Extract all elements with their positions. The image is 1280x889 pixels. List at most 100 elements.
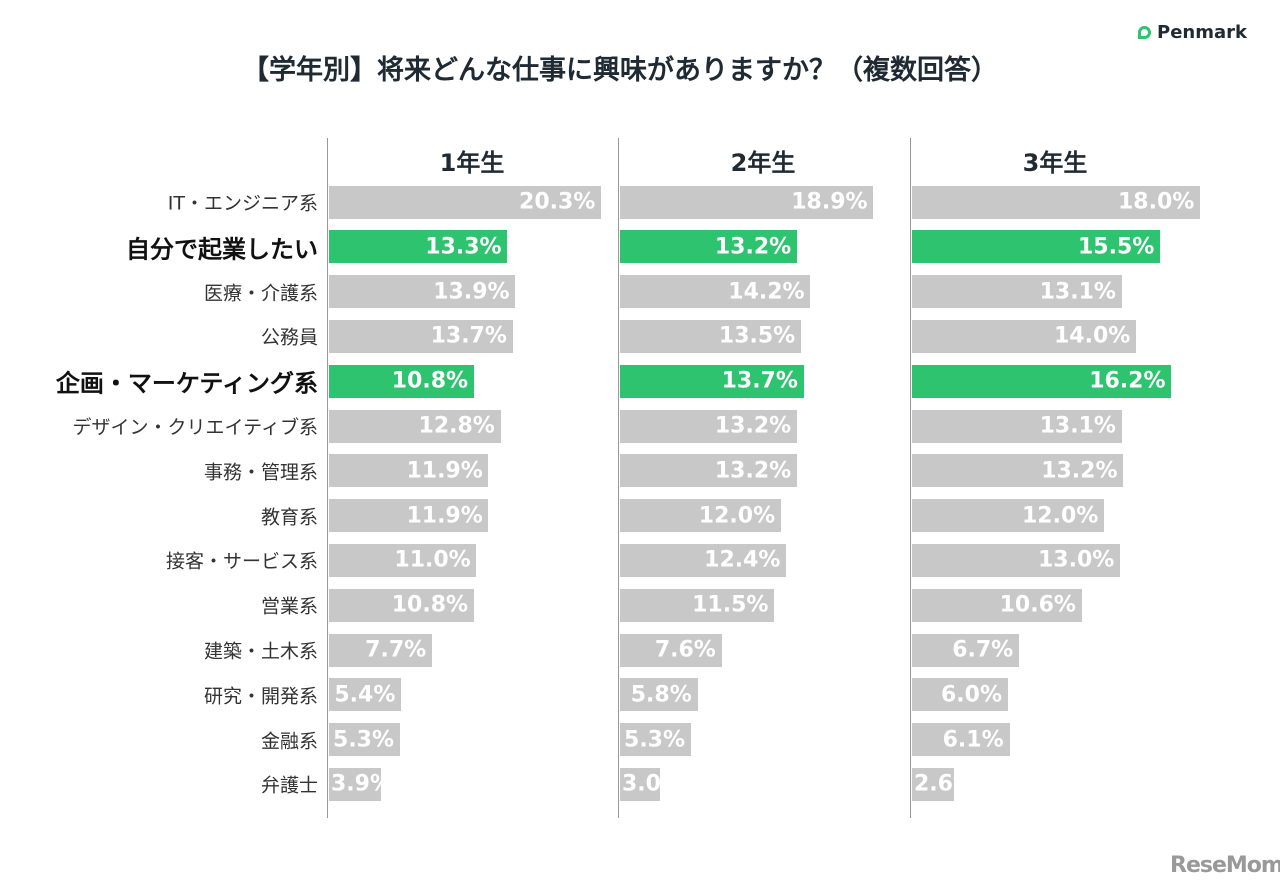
data-label: 12.0% (698, 503, 776, 529)
bar (620, 185, 874, 219)
data-label: 2.6% (914, 771, 976, 797)
data-label: 11.9% (406, 503, 483, 529)
category-label: 公務員 (260, 326, 318, 349)
data-label: 13.1% (1039, 413, 1116, 439)
data-label: 12.0% (1022, 503, 1099, 529)
category-label: 弁護士 (260, 774, 318, 797)
bar (620, 230, 797, 264)
penmark-logo-icon (1138, 26, 1151, 39)
bar (620, 588, 775, 622)
data-label: 15.5% (1078, 234, 1155, 260)
data-label: 18.9% (791, 189, 868, 215)
data-label: 13.7% (721, 368, 798, 394)
bar (912, 319, 1136, 353)
penmark-logo: Penmark (1138, 22, 1247, 43)
bar (620, 499, 781, 533)
bar (329, 723, 401, 757)
data-label: 11.5% (692, 592, 769, 618)
bar (912, 364, 1172, 398)
data-label: 13.1% (1039, 279, 1116, 305)
bar (329, 678, 402, 712)
data-label: 13.2% (714, 234, 792, 260)
data-label: 5.3% (624, 727, 686, 753)
data-label: 10.8% (391, 592, 469, 618)
data-label: 11.0% (394, 547, 471, 573)
category-label: 自分で起業したい (126, 235, 318, 264)
data-label: 13.2% (714, 458, 792, 484)
data-label: 3.0% (622, 771, 684, 797)
category-label: 営業系 (260, 595, 318, 618)
bar (912, 723, 1010, 757)
bar (912, 499, 1104, 533)
data-label: 16.2% (1089, 368, 1166, 394)
data-label: 7.6% (654, 637, 716, 663)
bar (620, 409, 797, 443)
data-label: 13.2% (1041, 458, 1118, 484)
bar (329, 633, 433, 667)
data-label: 6.0% (941, 682, 1003, 708)
bar (912, 678, 1008, 712)
data-label: 11.9% (406, 458, 483, 484)
bar (912, 185, 1200, 219)
bar (329, 588, 474, 622)
data-label: 18.0% (1118, 189, 1195, 215)
bar (912, 543, 1120, 577)
bar (912, 633, 1020, 667)
data-label: 13.3% (425, 234, 502, 260)
category-label: 企画・マーケティング系 (55, 369, 318, 398)
bar (620, 454, 797, 488)
data-label: 20.3% (519, 189, 596, 215)
category-label: IT・エンジニア系 (167, 192, 318, 215)
data-label: 12.8% (418, 413, 495, 439)
data-label: 14.2% (728, 279, 805, 305)
bar (912, 588, 1082, 622)
bar (620, 723, 692, 757)
bar (329, 767, 382, 801)
bar (620, 678, 698, 712)
data-label: 13.7% (430, 323, 507, 349)
bar (329, 499, 489, 533)
data-label: 6.7% (952, 637, 1014, 663)
bar (620, 633, 722, 667)
chart-title: 【学年別】将来どんな仕事に興味がありますか？（複数回答） (242, 55, 998, 86)
category-label: 教育系 (260, 506, 318, 529)
panel-header: 1年生 (439, 149, 505, 177)
data-label: 3.9% (331, 771, 393, 797)
data-label: 7.7% (365, 637, 427, 663)
category-label: 事務・管理系 (203, 461, 318, 484)
bar (329, 409, 501, 443)
bar (912, 275, 1122, 309)
data-label: 5.3% (333, 727, 395, 753)
category-label: 金融系 (260, 730, 318, 753)
panel-axis-line (618, 138, 619, 818)
data-label: 13.9% (433, 279, 510, 305)
data-label: 13.0% (1038, 547, 1115, 573)
panel-header: 3年生 (1022, 149, 1088, 177)
bar (329, 543, 477, 577)
penmark-logo-text: Penmark (1157, 22, 1247, 43)
bar (329, 364, 474, 398)
data-label: 13.2% (714, 413, 792, 439)
data-label: 12.4% (704, 547, 781, 573)
data-label: 5.8% (630, 682, 692, 708)
bar (912, 230, 1160, 264)
category-label: デザイン・クリエイティブ系 (72, 416, 318, 439)
bar (912, 409, 1122, 443)
panel-header: 2年生 (730, 149, 796, 177)
bar (620, 364, 804, 398)
data-label: 10.6% (999, 592, 1076, 618)
category-label: 接客・サービス系 (165, 550, 318, 573)
bar (620, 275, 811, 309)
category-label: 建築・土木系 (203, 640, 318, 663)
panel-axis-line (327, 138, 328, 818)
bar (620, 543, 787, 577)
category-label: 研究・開発系 (203, 685, 318, 708)
panel-axis-line (910, 138, 911, 818)
data-label: 6.1% (942, 727, 1004, 753)
bar (912, 767, 954, 801)
bar (329, 275, 516, 309)
data-label: 5.4% (334, 682, 396, 708)
category-label: 医療・介護系 (203, 282, 318, 305)
bar (329, 185, 602, 219)
